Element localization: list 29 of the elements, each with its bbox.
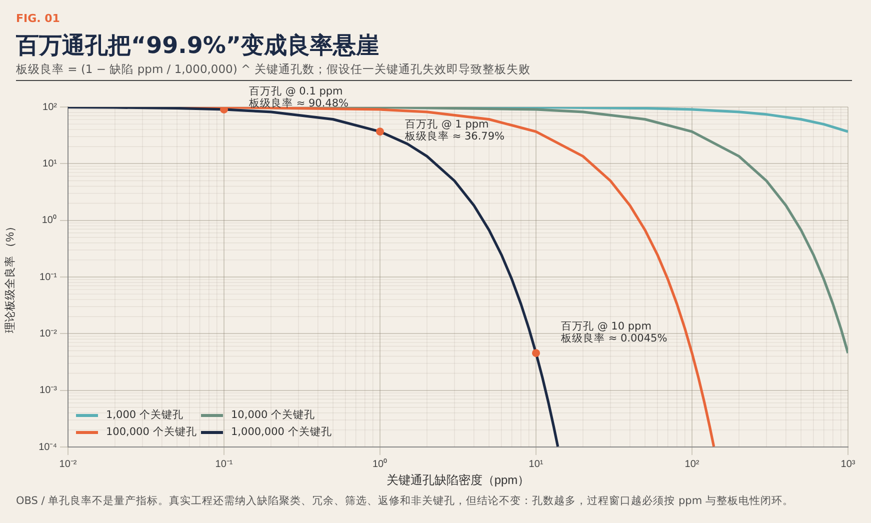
legend-label: 10,000 个关键孔 [231,408,316,422]
y-axis-title: 理论板级全良率 （%） [4,221,17,333]
legend-label: 1,000 个关键孔 [106,408,184,422]
y-tick-label: 10⁰ [42,214,57,226]
x-tick-label: 10⁻² [59,458,78,470]
caption: FIG. 01 [16,12,60,25]
annotation: 百万孔 @ 0.1 ppm 板级良率 ≈ 90.48% [248,85,349,110]
y-tick-label: 10¹ [42,158,58,170]
y-tick-label: 10⁻¹ [40,272,58,283]
point [532,349,540,358]
y-tick-label: 10⁻² [40,328,58,340]
text: OBS / 单孔良率不是量产指标。真实工程还需纳入缺陷聚类、冗余、筛选、返修和非关键孔，但结论不变：孔数越多，过程窗口越必须按 ppm 与整板电性闭环。 [16,494,794,508]
y-tick-label: 10² [42,102,58,113]
legend-label: 100,000 个关键孔 [106,425,197,439]
x-tick-label: 10⁰ [372,458,388,470]
chart-title: 百万通孔把“99.9%”变成良率悬崖 [16,32,380,61]
x-tick-label: 10¹ [528,458,544,470]
x-tick-label: 10² [684,458,700,470]
annotation: 百万孔 @ 1 ppm 板级良率 ≈ 36.79% [404,118,505,143]
x-axis-title: 关键通孔缺陷密度（ppm） [386,473,530,488]
legend-label: 1,000,000 个关键孔 [231,425,332,439]
point [376,128,384,136]
y-tick-label: 10⁻⁴ [38,442,57,453]
x-tick-label: 10⁻¹ [215,458,234,470]
y-tick-label: 10⁻³ [40,385,58,396]
x-tick-label: 10³ [840,458,856,470]
point [220,107,228,114]
annotation: 百万孔 @ 10 ppm 板级良率 ≈ 0.0045% [560,320,668,344]
chart-subtitle: 板级良率 = (1 − 缺陷 ppm / 1,000,000) ^ 关键通孔数；假设任一关键通孔失效即导致整板失败 [16,62,530,77]
